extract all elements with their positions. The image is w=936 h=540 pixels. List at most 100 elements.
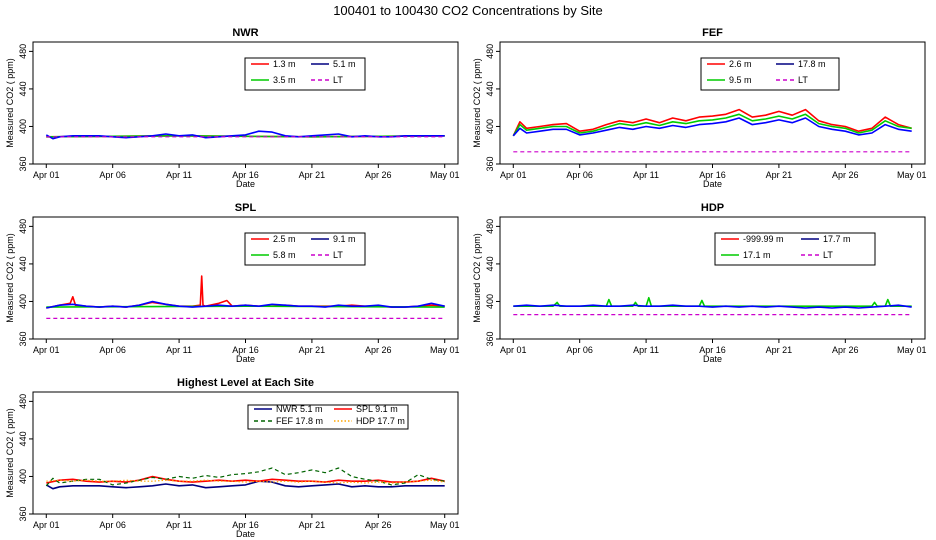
legend-label: 3.5 m (273, 75, 296, 85)
legend: 1.3 m 5.1 m 3.5 m LT (244, 57, 366, 91)
series-line-9-1-m (46, 300, 445, 309)
y-tick-label: 480 (18, 44, 28, 59)
legend-label: LT (823, 250, 833, 260)
x-tick-label: Apr 26 (365, 170, 392, 180)
x-tick-label: May 01 (430, 345, 460, 355)
y-tick-label: 360 (485, 331, 495, 346)
y-axis-label: Measured CO2 ( ppm) (5, 58, 15, 148)
legend-label: HDP 17.7 m (356, 416, 405, 426)
panel-title: SPL (235, 202, 257, 214)
legend-label: NWR 5.1 m (276, 404, 323, 414)
x-tick-label: Apr 01 (33, 345, 60, 355)
x-tick-label: Apr 01 (33, 520, 60, 530)
series-line-17-1-m (513, 296, 912, 308)
legend-label: LT (333, 75, 343, 85)
legend-label: FEF 17.8 m (276, 416, 323, 426)
x-tick-label: Apr 21 (766, 170, 793, 180)
panel-title: Highest Level at Each Site (177, 377, 314, 389)
x-tick-label: Apr 26 (832, 170, 859, 180)
x-tick-label: Apr 26 (365, 520, 392, 530)
x-tick-label: Apr 06 (99, 520, 126, 530)
y-tick-label: 400 (18, 294, 28, 309)
y-tick-label: 400 (485, 294, 495, 309)
x-tick-label: Apr 11 (633, 345, 659, 355)
x-tick-label: Apr 21 (299, 170, 326, 180)
legend: NWR 5.1 m SPL 9.1 m FEF 17.8 m HDP 17.7 m (247, 404, 409, 430)
series-group (46, 275, 445, 319)
panel-title: NWR (232, 27, 258, 39)
y-tick-label: 360 (18, 156, 28, 171)
x-tick-label: Apr 01 (500, 345, 527, 355)
legend-label: 5.8 m (273, 250, 296, 260)
y-tick-label: 480 (18, 394, 28, 409)
series-line-17-7-m (513, 304, 912, 309)
series-group (513, 296, 912, 316)
legend-label: LT (798, 75, 808, 85)
y-axis-label: Measured CO2 ( ppm) (5, 233, 15, 323)
x-tick-label: Apr 16 (232, 345, 259, 355)
x-axis-label: Date (703, 354, 722, 364)
x-tick-label: Apr 26 (365, 345, 392, 355)
series-line-2-6-m (512, 108, 912, 137)
series-line-5-1-m (45, 130, 445, 140)
legend-label: 17.1 m (743, 250, 771, 260)
legend-label: 2.5 m (273, 234, 296, 244)
y-tick-label: 440 (18, 256, 28, 271)
x-tick-label: Apr 06 (99, 170, 126, 180)
legend-label: 5.1 m (333, 59, 356, 69)
series-line-fef-17-8-m (45, 467, 445, 487)
x-tick-label: Apr 21 (299, 345, 326, 355)
x-axis-label: Date (703, 179, 722, 189)
y-tick-label: 360 (485, 156, 495, 171)
series-line-17-8-m (512, 117, 912, 137)
y-tick-label: 440 (485, 81, 495, 96)
x-tick-label: Apr 01 (500, 170, 527, 180)
legend-label: 2.6 m (729, 59, 752, 69)
y-tick-label: 480 (485, 219, 495, 234)
panel-title: HDP (701, 202, 724, 214)
legend-label: LT (333, 250, 343, 260)
x-tick-label: Apr 21 (766, 345, 793, 355)
legend-box (247, 404, 409, 430)
x-tick-label: Apr 21 (299, 520, 326, 530)
x-tick-label: May 01 (897, 345, 927, 355)
series-line-9-5-m (512, 113, 912, 137)
legend-box (700, 57, 840, 91)
x-tick-label: Apr 11 (166, 170, 192, 180)
legend-label: SPL 9.1 m (356, 404, 398, 414)
x-tick-label: Apr 06 (566, 345, 593, 355)
legend-label: 9.5 m (729, 75, 752, 85)
x-tick-label: May 01 (430, 170, 460, 180)
legend-label: 17.7 m (823, 234, 851, 244)
y-tick-label: 480 (485, 44, 495, 59)
x-tick-label: Apr 16 (699, 170, 726, 180)
y-axis-label: Measured CO2 ( ppm) (472, 233, 482, 323)
x-axis-label: Date (236, 529, 255, 539)
y-tick-label: 400 (485, 119, 495, 134)
x-tick-label: Apr 01 (33, 170, 60, 180)
x-tick-label: Apr 06 (99, 345, 126, 355)
x-axis-label: Date (236, 354, 255, 364)
figure-title: 100401 to 100430 CO2 Concentrations by S… (333, 3, 603, 18)
legend-label: -999.99 m (743, 234, 784, 244)
y-tick-label: 440 (18, 431, 28, 446)
legend: 2.6 m 17.8 m 9.5 m LT (700, 57, 840, 91)
legend-label: 9.1 m (333, 234, 356, 244)
x-tick-label: Apr 11 (166, 345, 192, 355)
series-line-nwr-5-1-m (45, 480, 445, 490)
x-tick-label: Apr 16 (232, 520, 259, 530)
legend-label: 17.8 m (798, 59, 826, 69)
x-axis-label: Date (236, 179, 255, 189)
y-tick-label: 440 (485, 256, 495, 271)
y-axis-label: Measured CO2 ( ppm) (5, 408, 15, 498)
series-group (45, 467, 445, 490)
x-tick-label: Apr 16 (232, 170, 259, 180)
y-tick-label: 480 (18, 219, 28, 234)
series-line-hdp-17-7-m (46, 479, 445, 484)
x-tick-label: Apr 26 (832, 345, 859, 355)
